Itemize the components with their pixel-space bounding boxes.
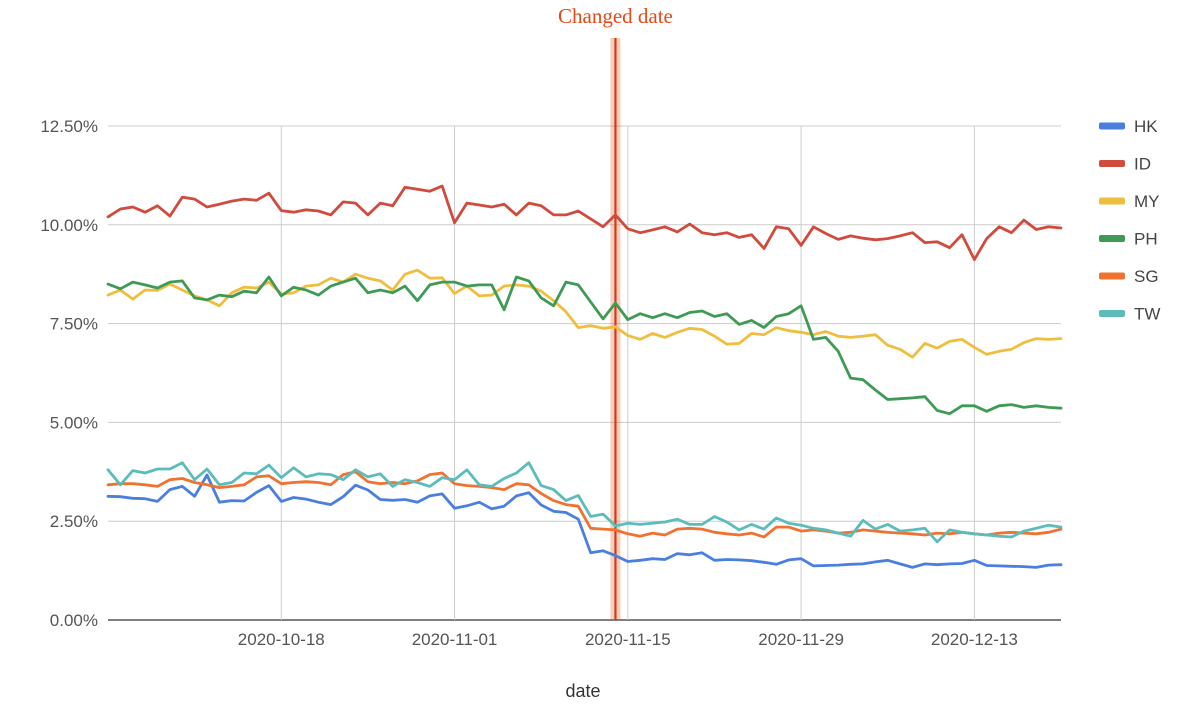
legend-swatch-hk	[1099, 122, 1125, 130]
y-tick-label: 12.50%	[40, 117, 98, 136]
x-axis-tick-labels: 2020-10-18 2020-11-01 2020-11-15 2020-11-29…	[238, 630, 1018, 649]
x-tick-label: 2020-10-18	[238, 630, 325, 649]
x-tick-label: 2020-11-29	[758, 630, 844, 649]
legend: HK ID MY PH SG TW	[1099, 117, 1160, 324]
legend-label-id: ID	[1134, 155, 1151, 174]
series-line-my	[106, 268, 1063, 359]
legend-swatch-id	[1099, 160, 1125, 167]
legend-label-my: MY	[1134, 192, 1160, 211]
series-lines	[106, 184, 1063, 569]
legend-label-tw: TW	[1134, 305, 1160, 324]
series-line-sg	[106, 470, 1063, 539]
legend-label-hk: HK	[1134, 117, 1158, 136]
changed-date-label: Changed date	[558, 4, 673, 28]
legend-label-ph: PH	[1134, 230, 1158, 249]
series-line-ph	[106, 275, 1063, 416]
legend-swatch-tw	[1099, 310, 1125, 317]
y-tick-label: 2.50%	[50, 512, 98, 531]
changed-date-annotation: Changed date	[558, 4, 673, 620]
y-tick-label: 7.50%	[50, 315, 98, 334]
x-tick-label: 2020-12-13	[931, 630, 1018, 649]
y-tick-label: 0.00%	[50, 611, 98, 630]
y-axis-tick-labels: 0.00% 2.50% 5.00% 7.50% 10.00% 12.50%	[40, 117, 98, 630]
legend-swatch-ph	[1099, 235, 1125, 242]
y-tick-label: 5.00%	[50, 413, 98, 432]
legend-swatch-sg	[1099, 272, 1125, 280]
x-axis-title: date	[565, 681, 600, 701]
series-line-tw	[106, 461, 1063, 544]
x-tick-label: 2020-11-01	[412, 630, 498, 649]
grid-lines	[108, 125, 1061, 621]
series-line-id	[106, 184, 1063, 262]
x-tick-label: 2020-11-15	[585, 630, 671, 649]
legend-label-sg: SG	[1134, 267, 1159, 286]
legend-swatch-my	[1099, 197, 1125, 205]
y-tick-label: 10.00%	[40, 216, 98, 235]
series-line-hk	[106, 473, 1063, 569]
